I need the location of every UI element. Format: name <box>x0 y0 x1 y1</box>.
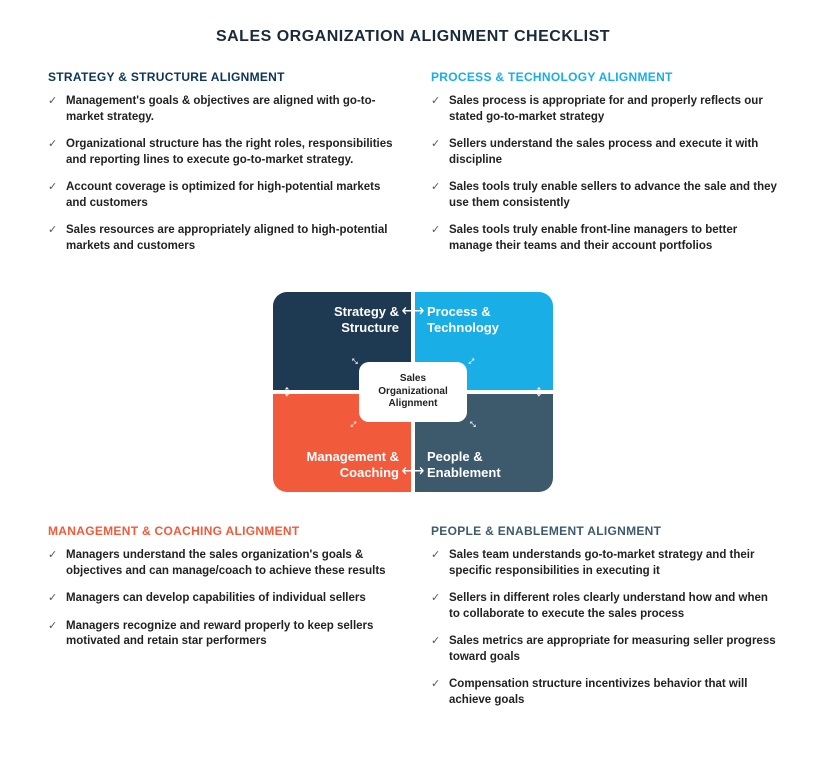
check-item: Sales team understands go-to-market stra… <box>431 548 778 579</box>
section-heading-people: PEOPLE & ENABLEMENT ALIGNMENT <box>431 524 778 538</box>
section-heading-strategy: STRATEGY & STRUCTURE ALIGNMENT <box>48 70 395 84</box>
checklist-people: Sales team understands go-to-market stra… <box>431 548 778 708</box>
quad-label: Strategy & Structure <box>285 304 399 335</box>
check-item: Managers recognize and reward properly t… <box>48 619 395 650</box>
check-item: Managers can develop capabilities of ind… <box>48 591 395 607</box>
section-people: PEOPLE & ENABLEMENT ALIGNMENT Sales team… <box>431 524 778 720</box>
section-heading-management: MANAGEMENT & COACHING ALIGNMENT <box>48 524 395 538</box>
arrow-icon: ↕ <box>283 384 291 400</box>
checklist-management: Managers understand the sales organizati… <box>48 548 395 650</box>
section-strategy: STRATEGY & STRUCTURE ALIGNMENT Managemen… <box>48 70 395 266</box>
section-management: MANAGEMENT & COACHING ALIGNMENT Managers… <box>48 524 395 720</box>
section-process: PROCESS & TECHNOLOGY ALIGNMENT Sales pro… <box>431 70 778 266</box>
checklist-strategy: Management's goals & objectives are alig… <box>48 94 395 254</box>
quad-label: Management & Coaching <box>285 449 399 480</box>
check-item: Managers understand the sales organizati… <box>48 548 395 579</box>
check-item: Sales resources are appropriately aligne… <box>48 223 395 254</box>
quadrant-container: Strategy & Structure Process & Technolog… <box>273 292 553 492</box>
check-item: Sellers understand the sales process and… <box>431 137 778 168</box>
check-item: Compensation structure incentivizes beha… <box>431 677 778 708</box>
page-title: SALES ORGANIZATION ALIGNMENT CHECKLIST <box>48 28 778 46</box>
arrow-icon: ⟷ <box>402 464 425 480</box>
checklist-process: Sales process is appropriate for and pro… <box>431 94 778 254</box>
section-heading-process: PROCESS & TECHNOLOGY ALIGNMENT <box>431 70 778 84</box>
arrow-icon: ⟷ <box>402 304 425 320</box>
center-label: Sales Organizational Alignment <box>359 362 467 422</box>
check-item: Sales tools truly enable front-line mana… <box>431 223 778 254</box>
check-item: Sellers in different roles clearly under… <box>431 591 778 622</box>
quad-label: Process & Technology <box>427 304 541 335</box>
check-item: Sales process is appropriate for and pro… <box>431 94 778 125</box>
check-item: Sales tools truly enable sellers to adva… <box>431 180 778 211</box>
quad-label: People & Enablement <box>427 449 541 480</box>
check-item: Sales metrics are appropriate for measur… <box>431 634 778 665</box>
check-item: Organizational structure has the right r… <box>48 137 395 168</box>
check-item: Account coverage is optimized for high-p… <box>48 180 395 211</box>
check-item: Management's goals & objectives are alig… <box>48 94 395 125</box>
checklist-grid: STRATEGY & STRUCTURE ALIGNMENT Managemen… <box>48 70 778 720</box>
quadrant-diagram: Strategy & Structure Process & Technolog… <box>48 284 778 506</box>
arrow-icon: ↕ <box>535 384 543 400</box>
